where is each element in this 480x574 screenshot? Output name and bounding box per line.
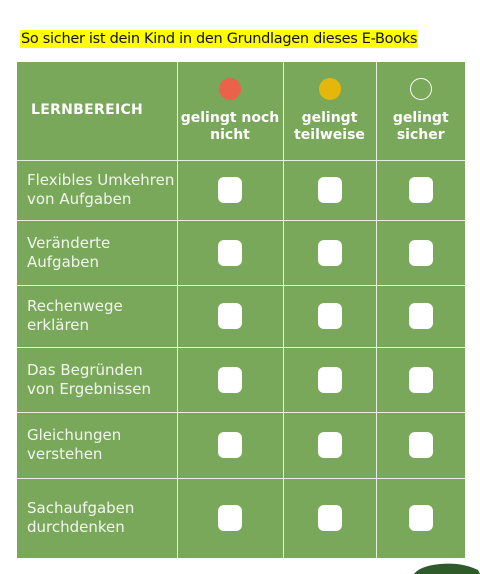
checkbox-cell: [375, 219, 465, 286]
checkbox[interactable]: [218, 366, 242, 393]
checkbox-cell: [176, 411, 284, 479]
title: So sicher ist dein Kind in den Grundlage…: [20, 30, 419, 48]
checkbox-cell: [375, 346, 465, 413]
checkbox-cell: [375, 411, 465, 479]
checkbox-cell: [176, 284, 284, 348]
checkbox[interactable]: [218, 505, 242, 532]
row: Veränderte Aufgaben: [17, 219, 465, 286]
checkbox[interactable]: [408, 505, 433, 532]
header-cell: gelingt teilweise: [282, 62, 377, 160]
row: Flexibles Umkehren von Aufgaben: [17, 159, 465, 221]
checkbox-cell: [282, 159, 377, 221]
checkbox[interactable]: [317, 505, 342, 532]
header-text: gelingt sicher: [392, 110, 449, 143]
checkbox[interactable]: [408, 239, 433, 266]
checkbox-cell: [375, 159, 465, 221]
checkbox-cell: [282, 284, 377, 348]
row: Rechenwege erklären: [17, 284, 465, 348]
checkbox[interactable]: [317, 239, 342, 266]
checkbox[interactable]: [317, 177, 342, 203]
checkbox[interactable]: [408, 432, 433, 458]
assessment-table: LERNBEREICH gelingt noch nicht gelingt t…: [17, 62, 465, 558]
header-text: gelingt teilweise: [294, 110, 365, 143]
yellow-dot: [318, 78, 341, 100]
checkbox[interactable]: [218, 432, 242, 458]
checkbox-cell: [375, 477, 465, 558]
checkbox-cell: [176, 346, 284, 413]
header-cell: gelingt sicher: [375, 62, 465, 160]
checkbox[interactable]: [317, 366, 342, 393]
checkbox[interactable]: [317, 432, 342, 458]
checkbox-cell: [176, 159, 284, 221]
header-row: LERNBEREICH gelingt noch nicht gelingt t…: [17, 62, 465, 160]
row: Gleichungen verstehen: [17, 411, 465, 479]
checkbox[interactable]: [408, 177, 433, 203]
checkbox[interactable]: [218, 239, 242, 266]
red-dot: [219, 78, 241, 100]
row-label: Flexibles Umkehren von Aufgaben: [17, 159, 178, 221]
checkbox[interactable]: [408, 303, 433, 329]
row-label: Sachaufgaben durchdenken: [17, 477, 178, 558]
header-cell: gelingt noch nicht: [176, 62, 284, 160]
white-circle: [409, 78, 432, 100]
header-text: gelingt noch nicht: [180, 110, 280, 143]
row-label: Gleichungen verstehen: [17, 411, 178, 479]
checkbox[interactable]: [317, 303, 342, 329]
checkbox-cell: [282, 219, 377, 286]
checkbox-cell: [282, 346, 377, 413]
checkbox-cell: [282, 477, 377, 558]
row-label: Veränderte Aufgaben: [17, 219, 178, 286]
row-label: Das Begründen von Ergebnissen: [17, 346, 178, 413]
corner-shape: [414, 563, 480, 574]
header-cell: LERNBEREICH: [17, 62, 178, 160]
checkbox[interactable]: [218, 303, 242, 329]
checkbox-cell: [176, 219, 284, 286]
checkbox-cell: [176, 477, 284, 558]
checkbox-cell: [282, 411, 377, 479]
checkbox[interactable]: [218, 177, 242, 203]
row-label: Rechenwege erklären: [17, 284, 178, 348]
row: Sachaufgaben durchdenken: [17, 477, 465, 558]
checkbox[interactable]: [408, 366, 433, 393]
row: Das Begründen von Ergebnissen: [17, 346, 465, 413]
checkbox-cell: [375, 284, 465, 348]
